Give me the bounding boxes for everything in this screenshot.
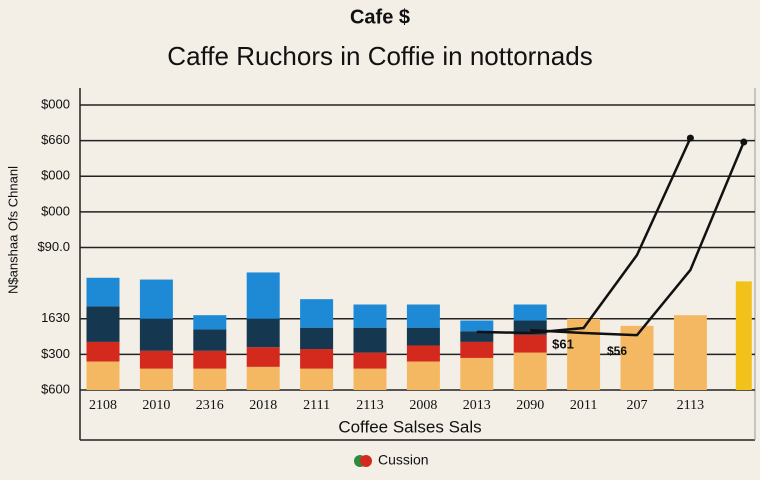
bar-segment bbox=[513, 334, 547, 353]
bar-segment bbox=[139, 318, 173, 351]
y-tick-label: $000 bbox=[41, 168, 70, 183]
bar-segment bbox=[193, 329, 227, 351]
y-tick-label: $90.0 bbox=[37, 239, 70, 254]
bar-segment bbox=[735, 281, 752, 390]
bar-segment bbox=[300, 349, 334, 369]
bar-segment bbox=[246, 318, 280, 348]
x-tick-label: 2108 bbox=[89, 398, 117, 413]
x-tick-label: 207 bbox=[627, 398, 648, 413]
bar-segment bbox=[406, 361, 440, 390]
x-tick-label: 2113 bbox=[356, 398, 383, 413]
bar-segment bbox=[139, 368, 173, 390]
bar-segment bbox=[353, 352, 387, 369]
line-end-dot bbox=[686, 134, 694, 142]
bar-segment bbox=[246, 366, 280, 390]
bar-segment bbox=[460, 341, 494, 358]
line-end-dot bbox=[740, 138, 748, 146]
bar-segment bbox=[460, 320, 494, 332]
bar-segment bbox=[513, 304, 547, 321]
y-axis-label: N$anshaa Ofs Chnanl bbox=[5, 166, 20, 294]
bar-segment bbox=[193, 350, 227, 369]
y-tick-label: $660 bbox=[41, 132, 70, 147]
legend-label: Cussion bbox=[378, 452, 429, 468]
y-tick-label: 1630 bbox=[41, 310, 70, 325]
bar-segment bbox=[673, 315, 707, 390]
line bbox=[530, 141, 745, 337]
bar-segment bbox=[86, 361, 120, 390]
annotation: $61 bbox=[552, 336, 574, 351]
bar-segment bbox=[406, 327, 440, 346]
y-tick-label: $000 bbox=[41, 203, 70, 218]
x-tick-label: 2010 bbox=[142, 398, 170, 413]
bar-segment bbox=[567, 318, 601, 390]
bar-segment bbox=[139, 279, 173, 319]
y-tick-label: $600 bbox=[41, 381, 70, 396]
bar-segment bbox=[300, 368, 334, 390]
bar-segment bbox=[513, 352, 547, 390]
bar-segment bbox=[246, 272, 280, 319]
bar-segment bbox=[406, 304, 440, 328]
bar-segment bbox=[193, 368, 227, 390]
bar-segment bbox=[86, 277, 120, 307]
bar-segment bbox=[300, 327, 334, 350]
bar-segment bbox=[460, 331, 494, 342]
x-tick-label: 2316 bbox=[196, 398, 224, 413]
x-axis-label: Coffee Salses Sals bbox=[338, 417, 481, 436]
bar-segment bbox=[353, 368, 387, 390]
legend-swatch bbox=[360, 455, 372, 467]
bar-segment bbox=[86, 306, 120, 342]
bar-segment bbox=[300, 299, 334, 328]
x-tick-label: 2113 bbox=[677, 398, 704, 413]
x-tick-label: 2011 bbox=[570, 398, 597, 413]
bar-segment bbox=[406, 345, 440, 362]
bar-segment bbox=[139, 350, 173, 369]
x-tick-label: 2018 bbox=[249, 398, 277, 413]
chart-supertitle: Cafe $ bbox=[350, 6, 410, 28]
line bbox=[476, 137, 692, 335]
x-tick-label: 2111 bbox=[303, 398, 330, 413]
bar-segment bbox=[460, 357, 494, 390]
bar-segment bbox=[620, 325, 654, 390]
bar-segment bbox=[353, 304, 387, 328]
x-tick-label: 2008 bbox=[409, 398, 437, 413]
y-tick-label: $300 bbox=[41, 346, 70, 361]
bar-segment bbox=[86, 341, 120, 362]
x-tick-label: 2013 bbox=[463, 398, 491, 413]
bar-segment bbox=[353, 327, 387, 353]
x-tick-label: 2090 bbox=[516, 398, 544, 413]
bar-segment bbox=[193, 315, 227, 330]
annotation: $56 bbox=[607, 344, 627, 358]
bar-segment bbox=[246, 347, 280, 367]
y-tick-label: $000 bbox=[41, 96, 70, 111]
chart-title: Caffe Ruchors in Coffie in nottornads bbox=[167, 41, 592, 71]
